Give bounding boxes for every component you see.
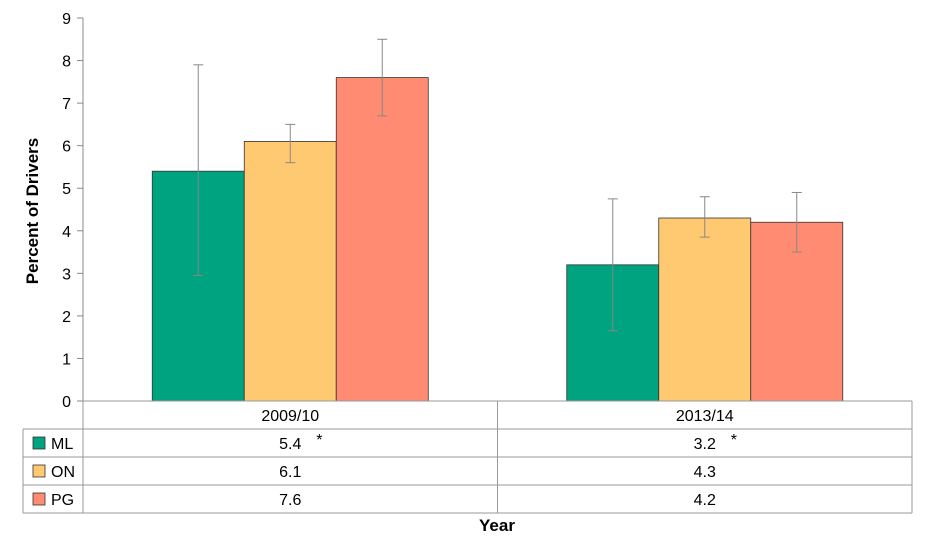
x-category-label: 2013/14 (676, 408, 734, 425)
error-bar-pg-0 (377, 38, 388, 117)
error-bar-on-1 (699, 196, 710, 238)
table-value-on-0: 6.1 (279, 464, 301, 481)
table-flag-ml-0: * (316, 432, 322, 449)
legend-label-ml: ML (51, 436, 73, 453)
bar-pg-0 (335, 77, 429, 402)
y-tick-label: 6 (62, 139, 71, 156)
y-tick-label: 4 (62, 224, 71, 241)
y-tick-label: 8 (62, 54, 71, 71)
y-tick-label: 5 (62, 181, 71, 198)
x-axis-title: Year (479, 516, 515, 535)
table-value-ml-1: 3.2 (694, 436, 716, 453)
table-value-pg-0: 7.6 (279, 492, 301, 509)
y-tick-label: 7 (62, 96, 71, 113)
y-tick-label: 0 (62, 394, 71, 411)
x-category-label: 2009/10 (261, 408, 319, 425)
error-bar-ml-0 (193, 64, 204, 276)
legend-label-on: ON (51, 464, 75, 481)
legend-swatch-on (32, 464, 46, 478)
table-value-ml-0: 5.4 (279, 436, 301, 453)
error-bar-pg-1 (791, 191, 802, 253)
y-tick-label: 9 (62, 11, 71, 28)
y-tick-label: 2 (62, 309, 71, 326)
table-value-pg-1: 4.2 (694, 492, 716, 509)
table-flag-ml-1: * (731, 432, 737, 449)
bar-on-1 (658, 217, 752, 402)
table-value-on-1: 4.3 (694, 464, 716, 481)
y-axis-title: Percent of Drivers (23, 138, 42, 284)
error-bar-ml-1 (607, 198, 618, 332)
legend-swatch-pg (32, 492, 46, 506)
y-tick-label: 1 (62, 351, 71, 368)
legend-label-pg: PG (51, 492, 74, 509)
legend-swatch-ml (32, 436, 46, 450)
y-tick-label: 3 (62, 266, 71, 283)
error-bar-on-0 (285, 123, 296, 164)
bar-on-0 (243, 141, 337, 402)
